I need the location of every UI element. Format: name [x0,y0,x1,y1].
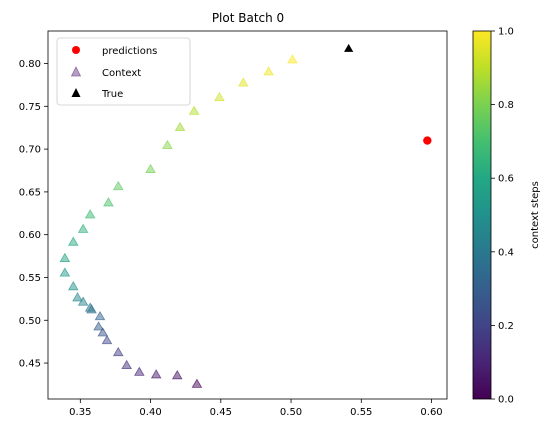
colorbar-ticks: 0.0 0.2 0.4 0.6 0.8 1.0 [491,27,514,406]
legend-label-context: Context [102,68,141,79]
point-context [171,370,183,380]
colorbar-gradient [472,30,492,400]
point-context [67,236,79,246]
point-context [237,77,249,87]
x-tick-label: 0.50 [280,407,302,418]
point-true [344,43,354,52]
colorbar-tick-label: 0.0 [498,395,514,406]
legend-label-true: True [101,89,123,100]
x-axis: 0.35 0.40 0.45 0.50 0.55 0.60 [69,399,443,418]
colorbar-tick-label: 0.8 [498,100,514,111]
point-context [112,346,124,357]
y-tick-label: 0.80 [19,59,41,70]
colorbar-label: context steps [530,181,541,249]
colorbar-tick-label: 0.6 [498,174,514,185]
point-context [263,66,274,76]
point-context [188,105,200,115]
x-tick-label: 0.45 [210,407,232,418]
point-context [101,334,113,345]
point-context [59,267,71,277]
x-tick-label: 0.35 [69,407,91,418]
point-context [94,310,106,321]
plot-marks [59,43,432,388]
legend-label-predictions: predictions [102,46,157,57]
point-context [134,366,145,376]
plot-area-frame [47,30,448,400]
colorbar-tick-label: 0.2 [498,321,514,332]
y-tick-label: 0.50 [19,316,41,327]
point-context [214,91,225,102]
x-tick-label: 0.55 [350,407,372,418]
colorbar-tick-label: 1.0 [498,27,514,38]
point-context [67,281,79,291]
y-tick-label: 0.70 [19,145,41,156]
point-context [72,292,83,302]
x-tick-label: 0.60 [420,407,442,418]
point-context [93,321,104,331]
point-context [191,378,203,388]
legend-box [56,37,191,106]
point-context [77,223,89,233]
point-context [84,209,96,219]
point-context [174,121,186,132]
point-context [84,302,96,312]
y-tick-label: 0.75 [19,102,41,113]
legend-marker-context [70,66,82,77]
y-axis: 0.45 0.50 0.55 0.60 0.65 0.70 0.75 0.80 [19,59,48,370]
point-context [59,252,71,262]
point-context [150,369,162,379]
point-context [287,54,298,64]
point-context [103,197,114,207]
y-tick-label: 0.65 [19,187,41,198]
point-predictions [423,136,432,145]
legend-marker-predictions [72,46,80,54]
point-context [121,359,132,369]
point-context [145,163,156,173]
colorbar-tick-label: 0.4 [498,247,514,258]
y-tick-label: 0.55 [19,273,41,284]
point-context [112,180,124,191]
chart-title: Plot Batch 0 [212,11,284,25]
legend-marker-true [71,88,81,97]
y-tick-label: 0.45 [19,359,41,370]
point-context [97,327,109,337]
legend: predictions Context True [56,37,191,106]
point-context [162,139,173,150]
y-tick-label: 0.60 [19,230,41,241]
x-tick-label: 0.40 [139,407,161,418]
colorbar: 0.0 0.2 0.4 0.6 0.8 1.0 context steps [472,27,541,406]
